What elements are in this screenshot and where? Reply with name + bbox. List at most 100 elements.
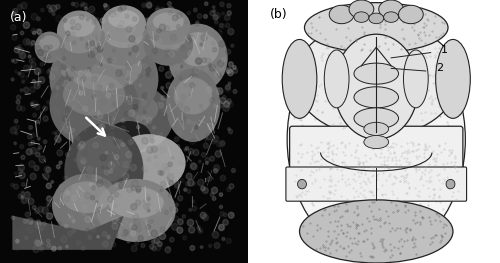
Circle shape	[72, 27, 76, 32]
Text: 2: 2	[436, 63, 443, 73]
Circle shape	[220, 175, 226, 181]
Circle shape	[90, 196, 94, 200]
Circle shape	[208, 123, 214, 130]
Circle shape	[80, 158, 86, 164]
Ellipse shape	[50, 32, 158, 126]
Circle shape	[188, 11, 190, 15]
Circle shape	[104, 155, 110, 161]
Circle shape	[156, 102, 162, 109]
Circle shape	[33, 113, 36, 117]
Circle shape	[148, 208, 150, 211]
Circle shape	[70, 19, 75, 24]
Circle shape	[116, 25, 123, 32]
Circle shape	[138, 235, 143, 241]
Circle shape	[194, 125, 198, 129]
Circle shape	[24, 236, 28, 240]
Circle shape	[34, 240, 40, 246]
Circle shape	[198, 179, 204, 186]
Ellipse shape	[64, 124, 144, 218]
Circle shape	[143, 204, 148, 209]
Circle shape	[102, 139, 106, 143]
Circle shape	[20, 145, 24, 149]
Circle shape	[194, 69, 200, 75]
Circle shape	[126, 186, 132, 193]
Circle shape	[48, 68, 53, 73]
Circle shape	[98, 188, 104, 194]
Circle shape	[188, 149, 194, 154]
Circle shape	[55, 130, 60, 136]
Circle shape	[79, 91, 83, 95]
Circle shape	[57, 150, 62, 156]
Circle shape	[160, 181, 166, 187]
Circle shape	[188, 219, 194, 226]
Circle shape	[156, 8, 160, 12]
Circle shape	[38, 206, 44, 213]
Circle shape	[228, 102, 234, 108]
Circle shape	[160, 233, 166, 240]
Circle shape	[108, 133, 114, 138]
Circle shape	[74, 2, 78, 7]
Circle shape	[212, 136, 218, 142]
Circle shape	[128, 100, 132, 105]
Circle shape	[87, 167, 94, 173]
Ellipse shape	[282, 39, 317, 118]
Ellipse shape	[57, 11, 102, 53]
Circle shape	[165, 247, 170, 253]
Circle shape	[112, 218, 117, 224]
Circle shape	[14, 47, 20, 53]
Circle shape	[180, 178, 184, 183]
Circle shape	[212, 187, 218, 194]
Circle shape	[136, 227, 141, 232]
Circle shape	[42, 106, 48, 111]
Circle shape	[76, 240, 80, 246]
Circle shape	[84, 69, 90, 75]
Circle shape	[168, 174, 173, 180]
Circle shape	[68, 68, 70, 71]
Circle shape	[36, 45, 41, 51]
Circle shape	[86, 72, 90, 77]
Circle shape	[82, 159, 86, 162]
Circle shape	[110, 110, 116, 116]
Circle shape	[218, 31, 222, 35]
Circle shape	[228, 28, 234, 35]
Circle shape	[18, 4, 22, 9]
Circle shape	[18, 169, 22, 173]
Circle shape	[98, 113, 103, 119]
Circle shape	[48, 55, 51, 59]
Circle shape	[188, 50, 194, 57]
Circle shape	[95, 191, 100, 197]
Circle shape	[22, 191, 24, 194]
Circle shape	[134, 99, 139, 104]
Circle shape	[74, 159, 76, 162]
FancyBboxPatch shape	[286, 167, 467, 201]
Circle shape	[218, 64, 224, 70]
Circle shape	[150, 135, 154, 139]
Circle shape	[80, 74, 83, 77]
Circle shape	[208, 244, 212, 247]
Circle shape	[227, 4, 231, 8]
Circle shape	[26, 197, 29, 200]
Circle shape	[222, 95, 226, 99]
Circle shape	[215, 72, 220, 77]
Circle shape	[27, 218, 33, 224]
Circle shape	[47, 44, 52, 49]
Circle shape	[146, 94, 150, 98]
Circle shape	[194, 126, 198, 129]
Circle shape	[88, 150, 93, 156]
Circle shape	[174, 45, 179, 50]
Circle shape	[148, 236, 154, 242]
Circle shape	[152, 241, 155, 244]
Circle shape	[224, 15, 230, 21]
Circle shape	[174, 181, 180, 188]
Circle shape	[47, 243, 51, 247]
Circle shape	[34, 165, 39, 171]
Circle shape	[101, 82, 106, 87]
Circle shape	[189, 93, 192, 96]
Text: (a): (a)	[10, 11, 28, 23]
Circle shape	[178, 130, 182, 135]
Circle shape	[178, 103, 182, 108]
Circle shape	[157, 101, 160, 104]
Circle shape	[204, 14, 208, 18]
Circle shape	[125, 14, 129, 18]
Circle shape	[446, 179, 455, 189]
